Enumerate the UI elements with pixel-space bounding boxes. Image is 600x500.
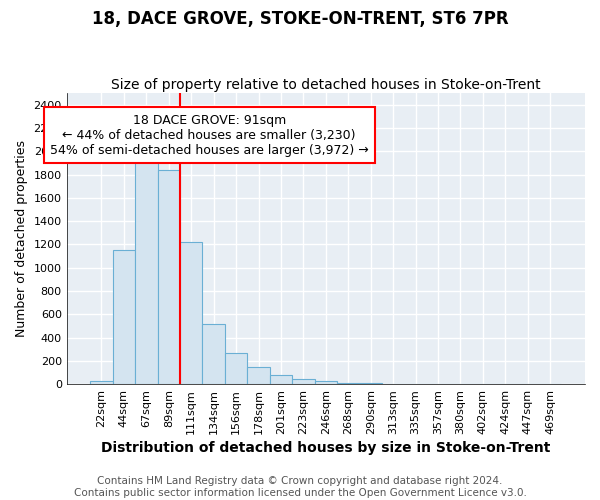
Bar	[292, 379, 314, 384]
Bar	[135, 157, 158, 384]
X-axis label: Distribution of detached houses by size in Stoke-on-Trent: Distribution of detached houses by size …	[101, 441, 551, 455]
Bar	[270, 375, 292, 384]
Bar	[113, 250, 135, 384]
Text: 18 DACE GROVE: 91sqm
← 44% of detached houses are smaller (3,230)
54% of semi-de: 18 DACE GROVE: 91sqm ← 44% of detached h…	[50, 114, 368, 156]
Y-axis label: Number of detached properties: Number of detached properties	[15, 140, 28, 337]
Text: Contains HM Land Registry data © Crown copyright and database right 2024.
Contai: Contains HM Land Registry data © Crown c…	[74, 476, 526, 498]
Bar	[158, 170, 180, 384]
Bar	[90, 380, 113, 384]
Bar	[247, 366, 270, 384]
Title: Size of property relative to detached houses in Stoke-on-Trent: Size of property relative to detached ho…	[111, 78, 541, 92]
Bar	[314, 380, 337, 384]
Bar	[225, 353, 247, 384]
Text: 18, DACE GROVE, STOKE-ON-TRENT, ST6 7PR: 18, DACE GROVE, STOKE-ON-TRENT, ST6 7PR	[92, 10, 508, 28]
Bar	[180, 242, 202, 384]
Bar	[202, 324, 225, 384]
